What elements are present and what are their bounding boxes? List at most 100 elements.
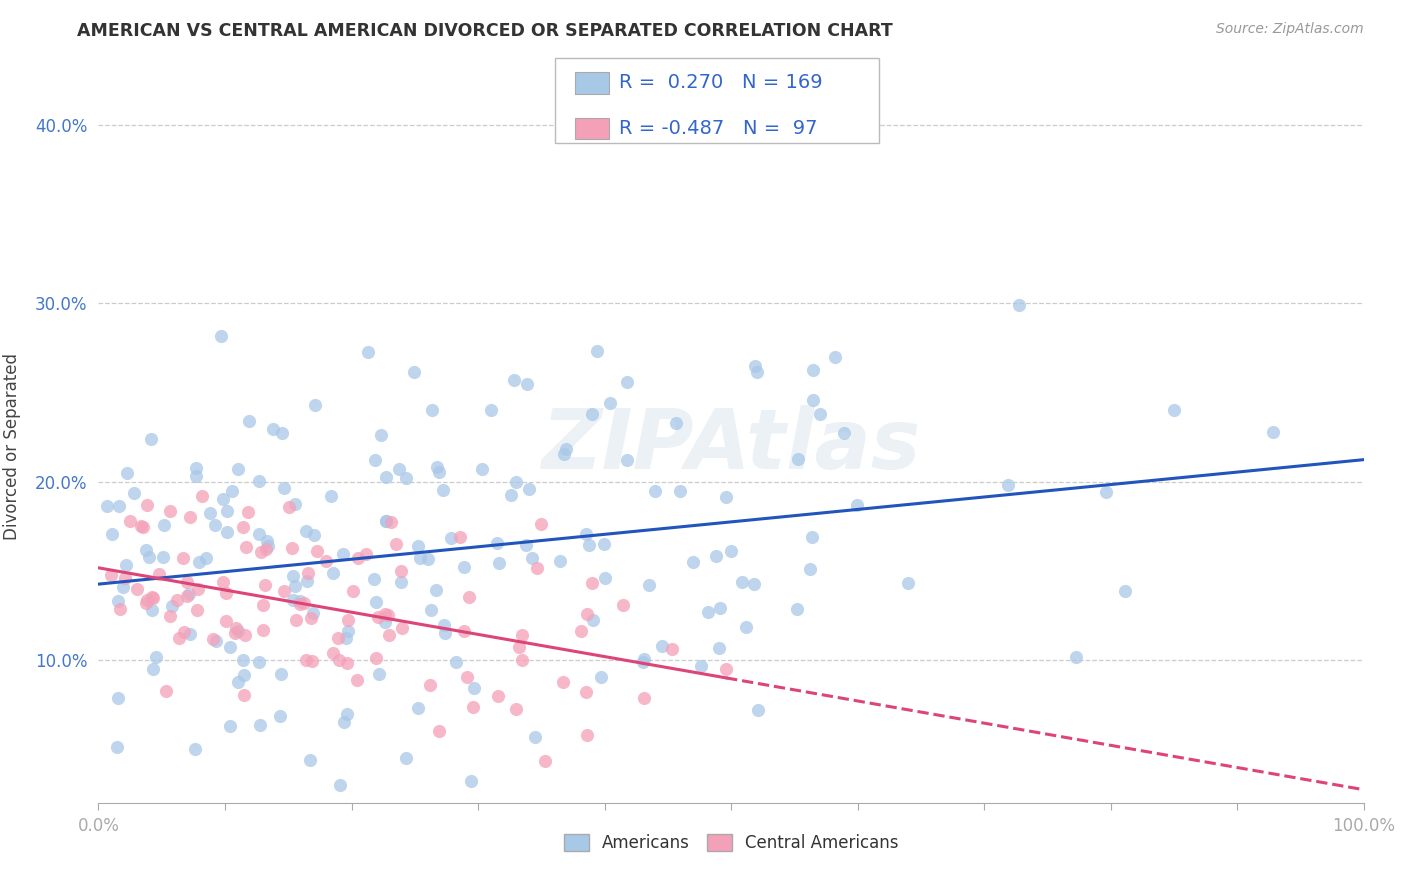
Point xyxy=(1064,650,1087,665)
Point xyxy=(553,447,575,461)
Point xyxy=(479,402,502,417)
Point xyxy=(217,504,239,518)
Point xyxy=(184,741,207,756)
Point xyxy=(575,526,598,541)
Point xyxy=(578,538,600,552)
Point xyxy=(148,566,170,581)
Point xyxy=(138,550,160,565)
Point xyxy=(581,407,603,421)
Point xyxy=(281,568,304,582)
Point xyxy=(416,551,439,566)
Point xyxy=(177,587,200,601)
Point xyxy=(297,574,319,589)
Point xyxy=(136,592,159,607)
Point xyxy=(280,541,302,555)
Point xyxy=(115,558,138,572)
Point xyxy=(395,751,418,765)
Point xyxy=(215,586,238,600)
Point xyxy=(252,598,274,612)
Point xyxy=(997,478,1019,492)
Point xyxy=(439,531,461,545)
Point xyxy=(329,778,352,792)
Text: ZIPAtlas: ZIPAtlas xyxy=(541,406,921,486)
Point xyxy=(370,428,392,442)
Point xyxy=(375,469,398,483)
Point xyxy=(247,655,270,669)
Point xyxy=(510,628,533,642)
Point xyxy=(142,591,165,605)
Point xyxy=(184,461,207,475)
Point xyxy=(374,607,396,621)
Point xyxy=(449,530,471,544)
Point xyxy=(427,466,450,480)
Point xyxy=(232,667,254,681)
Point xyxy=(209,328,232,343)
Point xyxy=(135,498,157,512)
Point xyxy=(631,656,654,670)
Point xyxy=(225,621,247,635)
Point xyxy=(153,517,176,532)
Point xyxy=(135,596,157,610)
Point xyxy=(179,510,201,524)
Point xyxy=(661,641,683,656)
Point xyxy=(599,396,621,410)
Point xyxy=(375,514,398,528)
Point xyxy=(122,486,145,500)
Point xyxy=(374,615,396,630)
Point xyxy=(389,574,412,589)
Point xyxy=(186,603,208,617)
Point xyxy=(616,453,638,467)
Point xyxy=(256,534,278,549)
Point xyxy=(204,633,226,648)
Point xyxy=(273,482,295,496)
Point xyxy=(524,730,547,744)
Point xyxy=(218,719,240,733)
Point xyxy=(581,576,603,591)
Point xyxy=(406,700,429,714)
Point xyxy=(505,702,527,716)
Point xyxy=(433,617,456,632)
Point xyxy=(179,627,201,641)
Point xyxy=(322,566,344,581)
Point xyxy=(233,628,256,642)
Point xyxy=(301,654,323,668)
Point xyxy=(801,393,824,408)
Point xyxy=(787,452,810,467)
Point xyxy=(644,483,666,498)
Point xyxy=(107,740,129,755)
Point xyxy=(375,514,398,528)
Point xyxy=(252,623,274,637)
Point xyxy=(377,608,399,623)
Point xyxy=(304,398,326,412)
Point xyxy=(96,500,118,514)
Point xyxy=(378,628,401,642)
Text: AMERICAN VS CENTRAL AMERICAN DIVORCED OR SEPARATED CORRELATION CHART: AMERICAN VS CENTRAL AMERICAN DIVORCED OR… xyxy=(77,22,893,40)
Point xyxy=(285,613,308,627)
Point xyxy=(232,520,254,534)
Point xyxy=(420,402,443,417)
Point xyxy=(488,557,510,571)
Point xyxy=(186,582,208,597)
Point xyxy=(288,597,311,611)
Point xyxy=(269,709,291,723)
Text: R = -0.487   N =  97: R = -0.487 N = 97 xyxy=(619,119,817,138)
Point xyxy=(800,530,823,544)
Point xyxy=(391,621,413,635)
Point xyxy=(508,640,530,654)
Point xyxy=(198,506,221,520)
Point xyxy=(486,689,509,703)
Point xyxy=(363,453,385,467)
Point xyxy=(215,615,238,629)
Point xyxy=(194,550,217,565)
Point xyxy=(342,584,364,599)
Point xyxy=(460,774,482,789)
Point xyxy=(747,703,769,717)
Point xyxy=(100,567,122,582)
Point xyxy=(408,551,430,566)
Point xyxy=(226,624,249,639)
Point xyxy=(114,571,136,585)
Point xyxy=(299,753,322,767)
Point xyxy=(419,678,441,692)
Point xyxy=(380,515,402,529)
Point xyxy=(100,527,122,541)
